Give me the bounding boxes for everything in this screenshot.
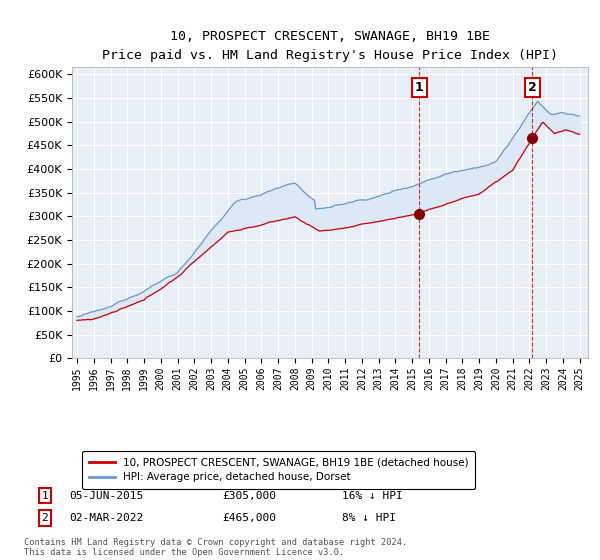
Text: 1: 1 (415, 81, 424, 94)
Text: 05-JUN-2015: 05-JUN-2015 (69, 491, 143, 501)
Text: 02-MAR-2022: 02-MAR-2022 (69, 513, 143, 523)
Legend: 10, PROSPECT CRESCENT, SWANAGE, BH19 1BE (detached house), HPI: Average price, d: 10, PROSPECT CRESCENT, SWANAGE, BH19 1BE… (82, 451, 475, 489)
Text: 2: 2 (528, 81, 536, 94)
Title: 10, PROSPECT CRESCENT, SWANAGE, BH19 1BE
Price paid vs. HM Land Registry's House: 10, PROSPECT CRESCENT, SWANAGE, BH19 1BE… (102, 30, 558, 62)
Text: 1: 1 (41, 491, 49, 501)
Text: 2: 2 (41, 513, 49, 523)
Text: Contains HM Land Registry data © Crown copyright and database right 2024.
This d: Contains HM Land Registry data © Crown c… (24, 538, 407, 557)
Text: £465,000: £465,000 (222, 513, 276, 523)
Text: £305,000: £305,000 (222, 491, 276, 501)
Text: 16% ↓ HPI: 16% ↓ HPI (342, 491, 403, 501)
Text: 8% ↓ HPI: 8% ↓ HPI (342, 513, 396, 523)
